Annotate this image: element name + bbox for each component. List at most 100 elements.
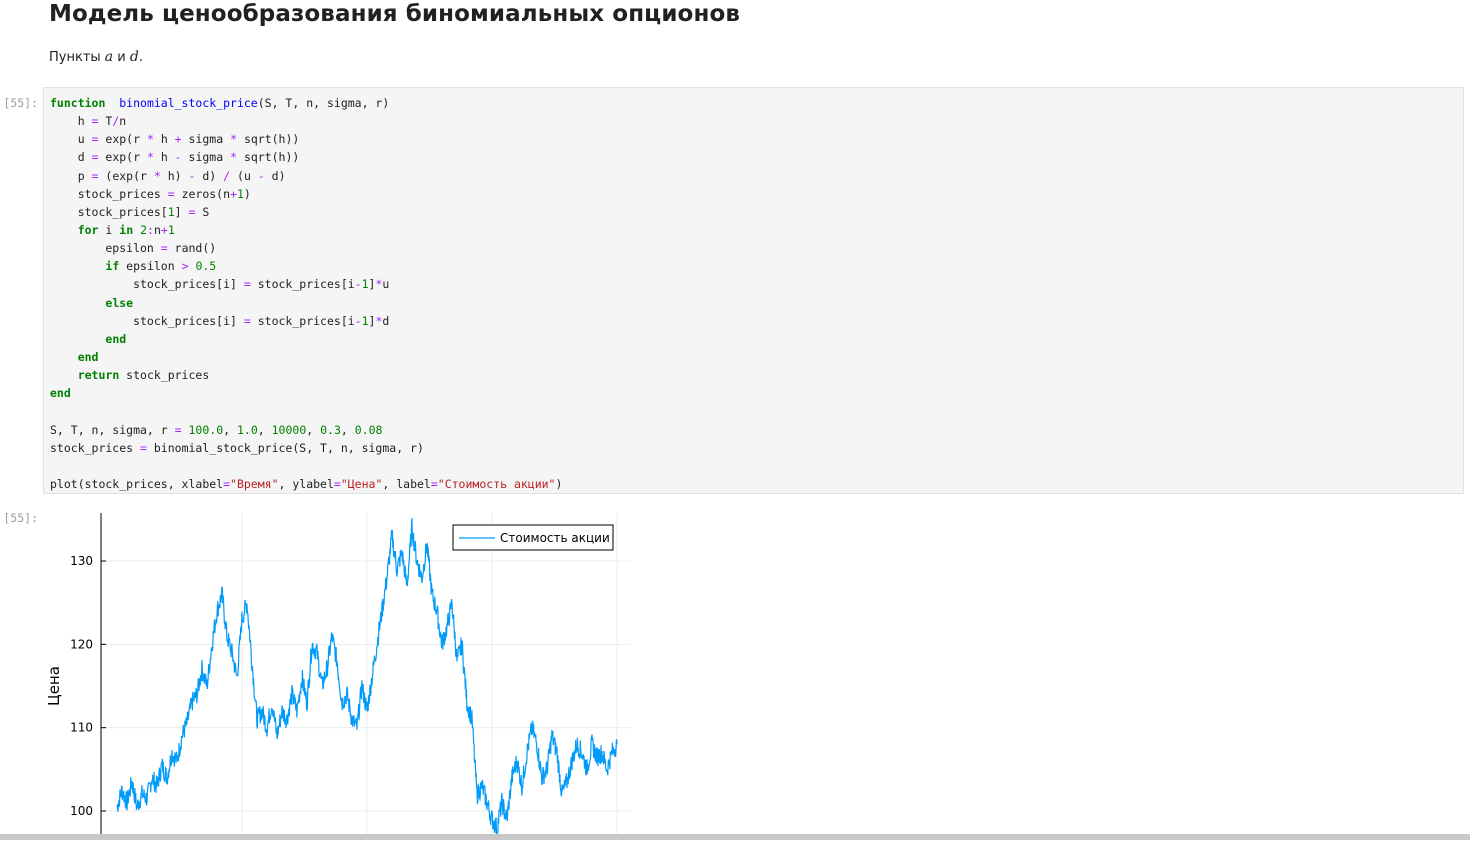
- code-token: ): [555, 476, 563, 491]
- code-token: ]: [368, 277, 376, 292]
- code-line: d = exp(r * h - sigma * sqrt(h)): [50, 148, 562, 166]
- code-token: h: [153, 150, 175, 165]
- code-line: stock_prices = zeros(n+1): [50, 185, 562, 203]
- code-token: 1: [167, 204, 175, 219]
- code-token: ,: [306, 422, 321, 437]
- code-line: else: [50, 294, 562, 312]
- code-token: stock_prices: [50, 440, 141, 455]
- code-token: *: [146, 150, 154, 165]
- code-token: 0.5: [195, 259, 217, 274]
- output-prompt: [55]:: [3, 511, 38, 525]
- code-token: ]: [174, 204, 189, 219]
- code-token: return: [77, 368, 120, 383]
- code-token: end: [105, 331, 127, 346]
- code-line: stock_prices[i] = stock_prices[i-1]*d: [50, 312, 562, 330]
- series-line-stock-price: [116, 518, 618, 835]
- code-line: u = exp(r * h + sigma * sqrt(h)): [50, 130, 562, 148]
- code-token: sigma: [181, 150, 231, 165]
- code-token: -: [354, 277, 362, 292]
- code-token: (exp(r: [98, 168, 154, 183]
- code-token: "Стоимость акции": [437, 476, 556, 491]
- code-token: d): [195, 168, 224, 183]
- y-tick-label: 100: [70, 804, 93, 818]
- code-token: if: [105, 259, 120, 274]
- chart-legend: Стоимость акции: [452, 524, 614, 551]
- horizontal-scrollbar[interactable]: [0, 834, 1470, 840]
- legend-label: Стоимость акции: [500, 531, 610, 545]
- code-token: end: [50, 386, 71, 401]
- code-token: stock_prices[i]: [50, 313, 244, 328]
- code-token: 10000: [271, 422, 307, 437]
- code-token: -: [354, 313, 362, 328]
- chart-grid: [101, 513, 631, 840]
- code-line: end: [50, 384, 562, 402]
- code-token: =: [243, 313, 251, 328]
- code-token: =: [160, 241, 168, 256]
- code-token: [50, 223, 78, 237]
- code-token: *: [375, 313, 383, 328]
- code-token: +: [230, 186, 237, 201]
- code-token: 0.08: [354, 422, 383, 437]
- math-d: d: [129, 49, 139, 65]
- code-token: u: [50, 132, 92, 147]
- y-tick-label: 120: [70, 637, 93, 651]
- page-title: Модель ценообразования биномиальных опци…: [49, 1, 740, 27]
- code-token: =: [188, 204, 196, 219]
- code-cell[interactable]: function binomial_stock_price(S, T, n, s…: [43, 87, 1464, 494]
- code-token: h: [153, 132, 175, 147]
- code-token: 1: [167, 222, 175, 237]
- code-token: h): [160, 168, 189, 183]
- code-token: *: [153, 168, 161, 183]
- code-token: n: [153, 222, 161, 237]
- code-token: 2: [140, 222, 147, 237]
- code-token: ): [243, 186, 251, 201]
- code-line: epsilon = rand(): [50, 239, 562, 257]
- code-token: *: [230, 150, 238, 165]
- code-token: =: [243, 277, 251, 292]
- code-token: =: [140, 440, 147, 455]
- input-prompt: [55]:: [3, 96, 38, 110]
- code-token: binomial_stock_price(S, T, n, sigma, r): [146, 440, 424, 455]
- code-line: function binomial_stock_price(S, T, n, s…: [50, 94, 562, 112]
- code-line: S, T, n, sigma, r = 100.0, 1.0, 10000, 0…: [50, 421, 562, 439]
- code-token: *: [146, 132, 154, 147]
- code-line: [50, 457, 562, 475]
- y-tick-label: 110: [70, 721, 93, 735]
- markdown-paragraph: Пункты a и d.: [49, 49, 143, 65]
- code-token: [50, 296, 105, 310]
- code-token: 1: [361, 277, 369, 292]
- code-line: stock_prices[i] = stock_prices[i-1]*u: [50, 275, 562, 293]
- code-token: end: [77, 349, 99, 364]
- code-token: =: [333, 476, 341, 491]
- code-token: exp(r: [98, 132, 147, 147]
- code-line: plot(stock_prices, xlabel="Время", ylabe…: [50, 475, 562, 493]
- code-token: -: [257, 168, 265, 183]
- code-token: plot(stock_prices, xlabel: [50, 476, 224, 491]
- code-token: zeros(n: [174, 186, 231, 201]
- code-token: i: [98, 222, 120, 237]
- code-token: u: [382, 277, 390, 292]
- code-token: rand(): [167, 241, 217, 256]
- code-token: stock_prices: [119, 368, 210, 383]
- code-token: /: [223, 168, 231, 183]
- code-token: [50, 259, 105, 273]
- code-token: d): [264, 168, 286, 183]
- code-token: (u: [230, 168, 258, 183]
- paragraph-suffix: .: [138, 50, 143, 65]
- code-editor[interactable]: function binomial_stock_price(S, T, n, s…: [50, 94, 562, 493]
- code-token: sigma: [181, 132, 231, 147]
- code-token: ,: [257, 422, 272, 437]
- code-token: sqrt(h)): [237, 132, 300, 147]
- code-token: T: [98, 114, 113, 129]
- code-token: =: [91, 132, 99, 147]
- code-token: /: [112, 114, 120, 129]
- code-token: -: [188, 168, 196, 183]
- code-token: [50, 332, 105, 346]
- code-token: =: [174, 422, 182, 437]
- math-a: a: [104, 49, 114, 65]
- code-token: 1.0: [236, 422, 258, 437]
- code-token: d: [382, 313, 390, 328]
- code-token: +: [160, 222, 168, 237]
- code-line: stock_prices = binomial_stock_price(S, T…: [50, 439, 562, 457]
- code-line: for i in 2:n+1: [50, 221, 562, 239]
